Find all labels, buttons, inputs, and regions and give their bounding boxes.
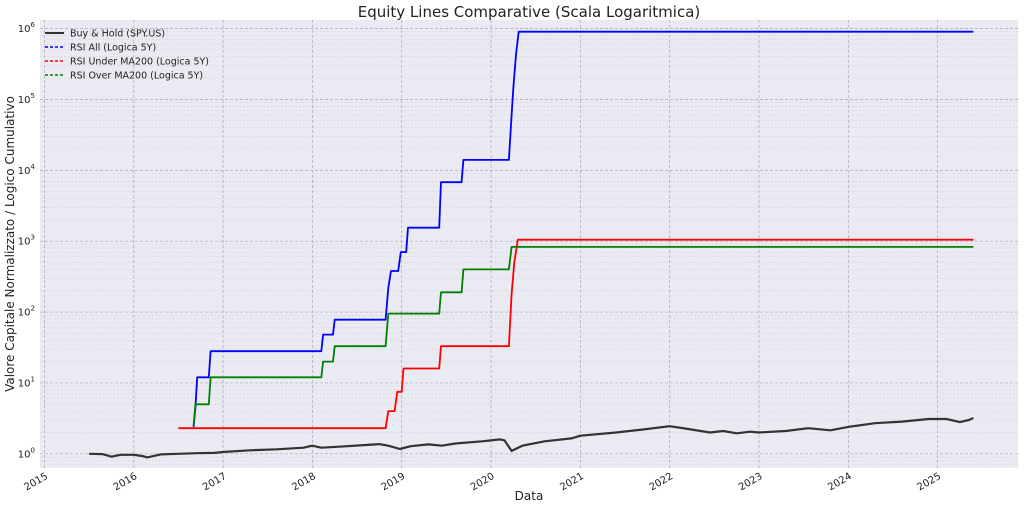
chart-title: Equity Lines Comparative (Scala Logaritm… — [358, 3, 701, 21]
plot-area — [40, 20, 1018, 468]
y-axis-label: Valore Capitale Normalizzato / Logico Cu… — [3, 96, 17, 392]
y-tick-label: 104 — [18, 163, 36, 177]
y-tick-label: 106 — [18, 21, 36, 35]
y-tick-label: 105 — [18, 92, 35, 106]
legend-label: RSI Over MA200 (Logica 5Y) — [70, 71, 203, 82]
y-tick-label: 102 — [18, 305, 35, 319]
series-line-0 — [89, 416, 974, 459]
legend-label: RSI Under MA200 (Logica 5Y) — [70, 57, 209, 68]
y-tick-label: 103 — [18, 234, 35, 248]
series-line-1 — [192, 30, 974, 427]
series-line-2 — [178, 238, 974, 430]
y-axis-ticks: 100 101 102 103 104 105 106 — [18, 21, 36, 460]
legend-label: Buy & Hold (SPY.US) — [70, 29, 165, 40]
series-layer — [89, 30, 974, 459]
y-tick-label: 101 — [18, 375, 35, 389]
series-line-3 — [192, 246, 974, 426]
y-tick-label: 100 — [18, 446, 35, 460]
legend-label: RSI All (Logica 5Y) — [70, 43, 156, 54]
x-axis-label: Data — [515, 489, 544, 503]
legend: Buy & Hold (SPY.US) RSI All (Logica 5Y) RS… — [45, 29, 209, 82]
